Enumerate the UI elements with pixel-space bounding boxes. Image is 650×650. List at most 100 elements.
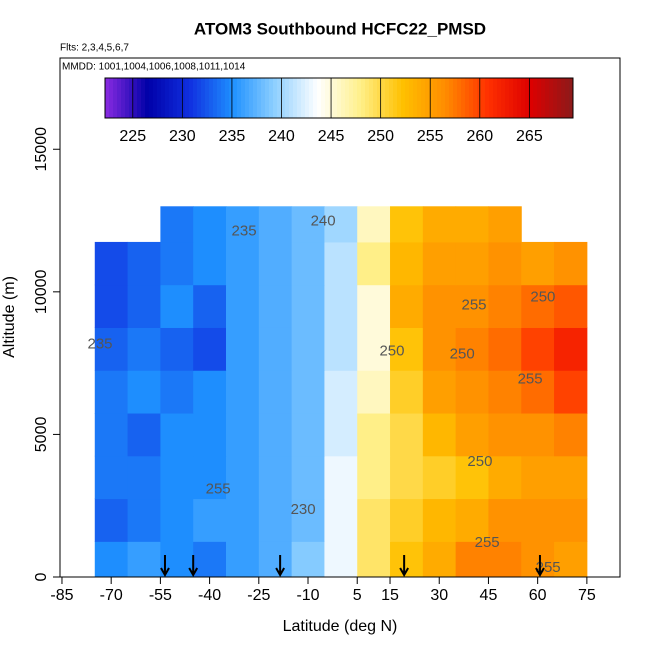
heatmap bbox=[94, 206, 588, 577]
heat-cell bbox=[291, 541, 325, 577]
colorbar-step bbox=[189, 78, 194, 118]
colorbar-step bbox=[177, 78, 182, 118]
heat-cell bbox=[258, 541, 293, 577]
colorbar-step bbox=[165, 78, 170, 118]
colorbar-step bbox=[497, 78, 502, 118]
colorbar-step bbox=[441, 78, 446, 118]
heat-cell bbox=[357, 327, 391, 371]
colorbar-step bbox=[117, 78, 122, 118]
heat-cell bbox=[488, 498, 522, 542]
colorbar-step bbox=[285, 78, 290, 118]
colorbar-step bbox=[229, 78, 234, 118]
y-tick-label: 10000 bbox=[33, 269, 50, 314]
heat-cell bbox=[554, 370, 588, 414]
heat-cell bbox=[160, 413, 194, 457]
colorbar-step bbox=[473, 78, 478, 118]
colorbar-tick-label: 245 bbox=[318, 128, 345, 145]
colorbar-step bbox=[281, 78, 286, 118]
heat-cell bbox=[455, 206, 489, 243]
heat-cell bbox=[291, 413, 325, 457]
heat-cell bbox=[291, 284, 325, 328]
colorbar-step bbox=[365, 78, 370, 118]
heat-cell bbox=[324, 413, 358, 457]
colorbar-step bbox=[317, 78, 322, 118]
flight-arrow bbox=[399, 555, 410, 578]
heat-cell bbox=[488, 413, 522, 457]
colorbar-step bbox=[325, 78, 330, 118]
colorbar-step bbox=[209, 78, 214, 118]
colorbar-step bbox=[485, 78, 490, 118]
heat-cell bbox=[455, 413, 489, 457]
x-tick-label: -70 bbox=[100, 587, 123, 604]
heat-cell bbox=[258, 327, 293, 371]
heat-cell bbox=[455, 541, 489, 577]
colorbar-frame bbox=[104, 77, 574, 119]
heat-cell bbox=[258, 206, 293, 243]
heat-cell bbox=[390, 498, 424, 542]
colorbar-step bbox=[141, 78, 146, 118]
colorbar-step bbox=[125, 78, 130, 118]
heat-cell bbox=[455, 370, 489, 414]
contour-label: 255 bbox=[518, 371, 543, 388]
heat-cell bbox=[422, 498, 457, 542]
heat-cell bbox=[94, 241, 129, 286]
colorbar-step bbox=[233, 78, 238, 118]
contour-label: 255 bbox=[461, 296, 486, 313]
heat-cell bbox=[357, 241, 391, 286]
heat-cell bbox=[193, 241, 227, 286]
heat-cell bbox=[521, 284, 555, 328]
colorbar-step bbox=[153, 78, 158, 118]
heat-cell bbox=[94, 498, 129, 542]
y-tick-label: 0 bbox=[33, 572, 50, 581]
contour-label: 255 bbox=[475, 534, 500, 551]
colorbar-step bbox=[181, 78, 186, 118]
heat-cell bbox=[193, 370, 227, 414]
heat-cell bbox=[193, 541, 227, 577]
heat-cell bbox=[193, 327, 227, 371]
heat-cell bbox=[488, 370, 522, 414]
colorbar-step bbox=[245, 78, 250, 118]
heat-cell bbox=[160, 498, 194, 542]
plot-frame bbox=[59, 57, 621, 578]
colorbar-tick-label: 265 bbox=[516, 128, 543, 145]
colorbar-step bbox=[425, 78, 430, 118]
x-tick-label: 30 bbox=[430, 587, 448, 604]
colorbar-step bbox=[253, 78, 258, 118]
flight-arrow bbox=[188, 555, 199, 578]
colorbar-step bbox=[517, 78, 522, 118]
colorbar-tick-label: 225 bbox=[119, 128, 146, 145]
colorbar-tick-label: 260 bbox=[466, 128, 493, 145]
heat-cell bbox=[324, 541, 358, 577]
heat-cell bbox=[193, 206, 227, 243]
heat-cell bbox=[554, 413, 588, 457]
heat-cell bbox=[521, 413, 555, 457]
colorbar-step bbox=[345, 78, 350, 118]
colorbar-step bbox=[549, 78, 554, 118]
heat-cell bbox=[94, 370, 129, 414]
colorbar-step bbox=[261, 78, 266, 118]
contour-label: 250 bbox=[379, 343, 404, 360]
colorbar-step bbox=[429, 78, 434, 118]
heat-cell bbox=[291, 206, 325, 243]
y-tick-label: 15000 bbox=[33, 127, 50, 172]
heat-cell bbox=[225, 206, 260, 243]
heat-cell bbox=[422, 370, 457, 414]
colorbar-step bbox=[109, 78, 114, 118]
heat-cell bbox=[258, 413, 293, 457]
heat-cell bbox=[521, 241, 555, 286]
colorbar-step bbox=[297, 78, 302, 118]
heat-cell bbox=[160, 241, 194, 286]
heat-cell bbox=[455, 327, 489, 371]
colorbar-step bbox=[225, 78, 230, 118]
heat-cell bbox=[324, 206, 358, 243]
contour-label: 235 bbox=[232, 222, 257, 239]
heat-cell bbox=[357, 284, 391, 328]
colorbar-tick-label: 230 bbox=[169, 128, 196, 145]
heat-cell bbox=[258, 284, 293, 328]
colorbar-step bbox=[173, 78, 178, 118]
heat-cell bbox=[291, 455, 325, 500]
colorbar-step bbox=[449, 78, 454, 118]
colorbar-step bbox=[505, 78, 510, 118]
colorbar-step bbox=[185, 78, 190, 118]
heat-cell bbox=[521, 370, 555, 414]
